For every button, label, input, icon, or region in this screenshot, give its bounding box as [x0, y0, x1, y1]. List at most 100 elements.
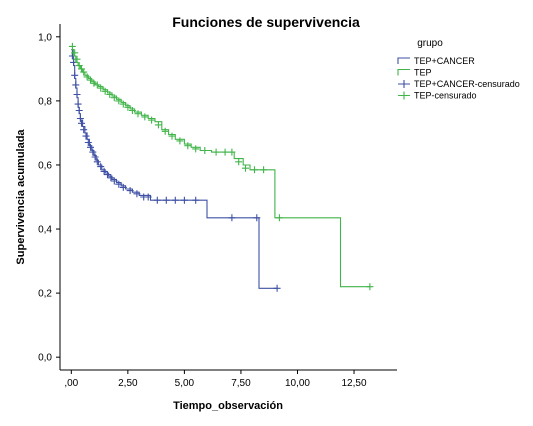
censor-mark-tep-cancer	[100, 167, 108, 175]
legend-line-swatch	[397, 68, 410, 76]
censor-mark-tep	[228, 148, 236, 156]
censor-mark-tep-cancer	[273, 284, 281, 292]
censor-mark-tep	[93, 81, 101, 89]
censor-mark-tep	[68, 42, 76, 50]
censor-mark-tep-cancer	[171, 196, 179, 204]
legend: grupo TEP+CANCERTEPTEP+CANCER-censuradoT…	[397, 38, 520, 101]
censor-mark-tep	[124, 103, 132, 111]
censor-mark-tep-cancer	[192, 196, 200, 204]
legend-label: TEP+CANCER	[414, 56, 475, 66]
censor-mark-tep-cancer	[82, 132, 90, 140]
censor-mark-tep-cancer	[72, 81, 80, 89]
censor-mark-tep	[275, 214, 283, 222]
x-tick-label: 5,00	[175, 378, 195, 389]
legend-label: TEP+CANCER-censurado	[414, 79, 520, 89]
censor-mark-tep	[115, 97, 123, 105]
censor-mark-tep	[106, 91, 114, 98]
censor-mark-tep-cancer	[119, 183, 127, 191]
legend-item: TEP+CANCER	[397, 56, 475, 66]
censor-mark-tep	[154, 121, 162, 129]
y-tick-label: 1,0	[38, 32, 52, 43]
series-tep-cancer	[68, 49, 281, 292]
series-tep	[68, 42, 374, 291]
y-tick-label: 0,0	[38, 353, 52, 364]
censor-mark-tep	[184, 142, 192, 150]
legend-cross-swatch	[398, 80, 410, 88]
y-tick-label: 0,6	[38, 160, 52, 171]
x-tick-label: 2,50	[118, 378, 138, 389]
legend-item: TEP+CANCER-censurado	[398, 79, 520, 89]
censor-mark-tep	[101, 87, 109, 95]
series-layer	[68, 42, 374, 292]
x-tick-label: 10,00	[285, 378, 310, 389]
censor-mark-tep	[134, 110, 142, 118]
censor-mark-tep-cancer	[126, 187, 134, 195]
censor-mark-tep	[212, 148, 220, 156]
censor-mark-tep-cancer	[84, 139, 92, 146]
censor-mark-tep-cancer	[180, 196, 188, 204]
x-axis-ticks: ,00 2,50 5,00 7,50 10,00 12,50	[64, 370, 367, 389]
legend-line-swatch	[397, 57, 410, 64]
censor-mark-tep	[251, 166, 258, 174]
x-axis-title: Tiempo_observación	[173, 400, 283, 412]
censor-mark-tep-cancer	[71, 71, 79, 79]
censor-mark-tep	[242, 164, 249, 172]
legend-item: TEP-censurado	[398, 91, 477, 101]
censor-mark-tep	[110, 94, 118, 102]
legend-item: TEP	[397, 68, 432, 78]
censor-mark-tep	[148, 116, 156, 124]
censor-mark-tep	[161, 127, 169, 135]
censor-mark-tep	[80, 68, 88, 76]
censor-mark-tep	[83, 73, 91, 81]
censor-mark-tep-cancer	[91, 153, 99, 161]
chart-title: Funciones de supervivencia	[172, 14, 360, 30]
censor-mark-tep-cancer	[162, 196, 170, 204]
y-tick-label: 0,2	[38, 289, 52, 300]
censor-mark-tep-cancer	[80, 126, 88, 134]
censor-mark-tep-cancer	[228, 214, 236, 222]
y-tick-label: 0,8	[38, 96, 52, 107]
y-axis-ticks: 0,0 0,2 0,4 0,6 0,8 1,0	[38, 32, 60, 364]
censor-mark-tep	[119, 100, 127, 108]
censor-mark-tep-cancer	[93, 158, 101, 166]
censor-mark-tep	[192, 145, 200, 153]
censor-mark-tep	[73, 55, 81, 63]
censor-mark-tep-cancer	[107, 174, 115, 182]
censor-mark-tep	[201, 147, 209, 154]
censor-mark-tep	[90, 79, 98, 87]
censor-mark-tep-cancer	[110, 177, 118, 185]
censor-mark-tep	[366, 283, 374, 291]
censor-mark-tep	[176, 137, 184, 145]
censor-mark-tep	[235, 158, 243, 166]
censor-mark-tep-cancer	[97, 163, 105, 171]
legend-label: TEP-censurado	[414, 91, 477, 101]
censor-mark-tep-cancer	[153, 196, 161, 204]
censor-mark-tep-cancer	[87, 143, 94, 151]
censor-mark-tep-cancer	[73, 91, 81, 98]
legend-cross-swatch	[398, 91, 410, 100]
plot-area	[59, 24, 397, 371]
censor-mark-tep	[168, 132, 176, 140]
censor-mark-tep	[128, 107, 136, 114]
y-axis-title: Supervivencia acumulada	[15, 129, 27, 265]
censor-mark-tep-cancer	[74, 100, 82, 108]
censor-mark-tep-cancer	[78, 119, 85, 127]
x-tick-label: 12,50	[342, 378, 367, 389]
censor-mark-tep-cancer	[133, 190, 141, 198]
censor-mark-tep-cancer	[75, 107, 83, 114]
censor-mark-tep	[97, 84, 105, 92]
legend-title: grupo	[417, 38, 443, 49]
censor-mark-tep	[71, 49, 79, 57]
censor-mark-tep-cancer	[89, 148, 97, 156]
x-tick-label: 7,50	[231, 378, 251, 389]
censor-mark-tep	[87, 76, 94, 84]
y-tick-label: 0,4	[38, 225, 52, 236]
censor-mark-tep-cancer	[76, 115, 84, 122]
censor-mark-tep-cancer	[115, 180, 123, 188]
censor-mark-tep-cancer	[253, 214, 261, 222]
x-tick-label: ,00	[64, 378, 78, 389]
censor-mark-tep	[260, 166, 268, 174]
censor-mark-tep-cancer	[104, 171, 111, 179]
